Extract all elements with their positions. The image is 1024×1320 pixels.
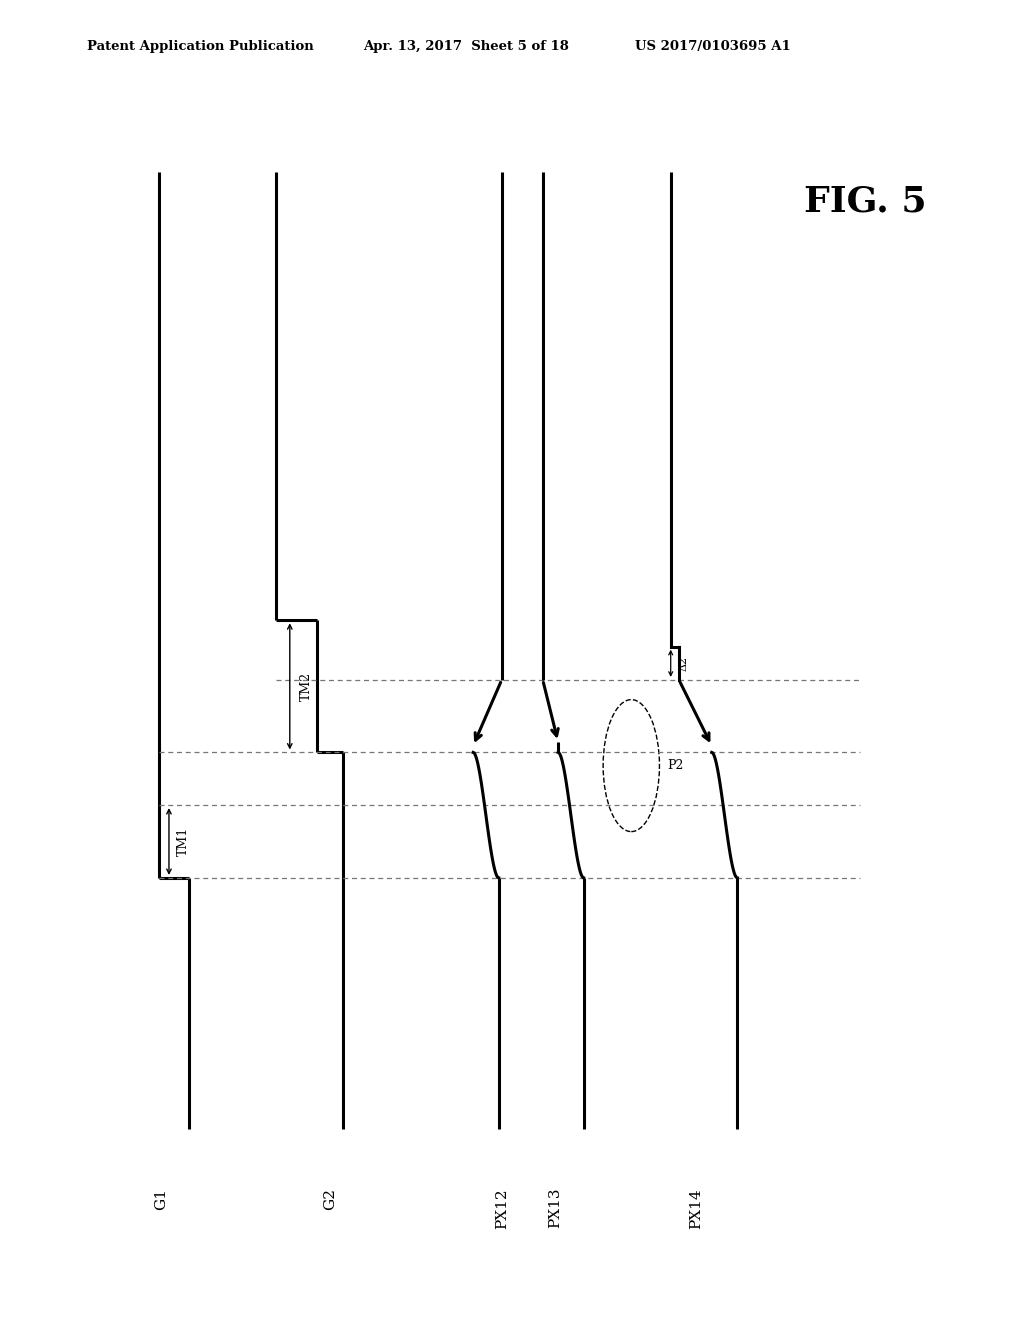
Text: Patent Application Publication: Patent Application Publication (87, 40, 313, 53)
Text: US 2017/0103695 A1: US 2017/0103695 A1 (635, 40, 791, 53)
Text: TM1: TM1 (177, 826, 190, 857)
Text: PX14: PX14 (689, 1188, 703, 1229)
Text: Δ2: Δ2 (679, 656, 689, 671)
Text: P2: P2 (668, 759, 683, 772)
Text: G1: G1 (154, 1188, 168, 1210)
Text: PX13: PX13 (548, 1188, 562, 1229)
Text: Apr. 13, 2017  Sheet 5 of 18: Apr. 13, 2017 Sheet 5 of 18 (364, 40, 569, 53)
Text: PX12: PX12 (495, 1188, 509, 1229)
Text: FIG. 5: FIG. 5 (804, 185, 927, 218)
Text: TM2: TM2 (300, 672, 313, 701)
Text: G2: G2 (323, 1188, 337, 1210)
